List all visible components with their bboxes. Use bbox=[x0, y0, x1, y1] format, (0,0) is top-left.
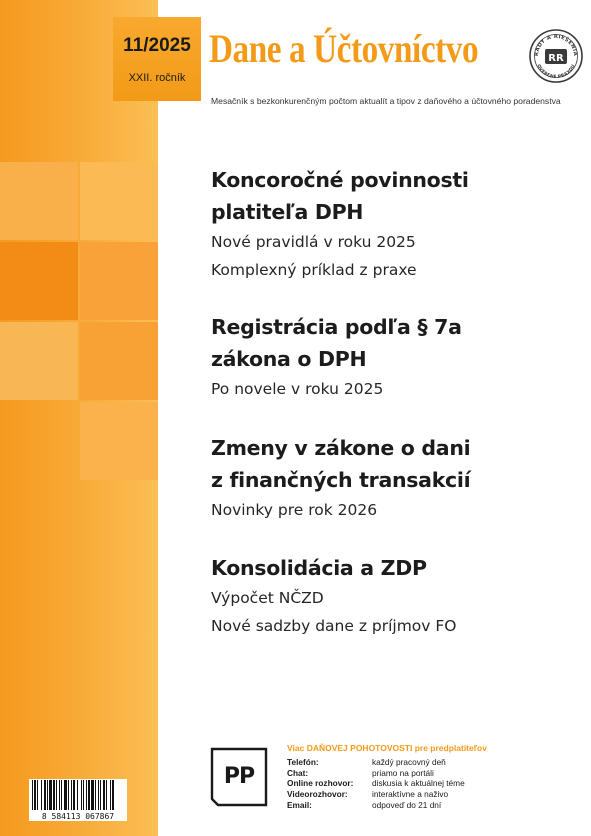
barcode-bar bbox=[53, 780, 55, 810]
barcode-bar bbox=[68, 780, 69, 810]
decor-tile bbox=[80, 162, 158, 240]
seal-monogram: RR bbox=[548, 53, 564, 64]
barcode-bar bbox=[37, 780, 38, 810]
quality-seal-icon: RADY A RIEŠENIA OVERENÉ PRAXOU RR bbox=[529, 29, 583, 83]
contact-value: interaktívne a naživo bbox=[372, 789, 449, 800]
barcode-bar bbox=[73, 780, 75, 810]
contact-value: priamo na portáli bbox=[372, 767, 434, 778]
barcode-bar bbox=[61, 780, 62, 810]
barcode-bar bbox=[59, 780, 60, 810]
contact-info: Viac DAŇOVEJ POHOTOVOSTI pre predplatite… bbox=[287, 743, 487, 811]
barcode-bar bbox=[56, 780, 57, 810]
article-subtitle: Nové pravidlá v roku 2025 bbox=[211, 233, 416, 251]
contact-row: Chat: priamo na portáli bbox=[287, 768, 487, 779]
contact-label: Chat: bbox=[287, 767, 309, 778]
article-title-line: Registrácia podľa § 7a bbox=[211, 315, 462, 339]
article-block: Registrácia podľa § 7a zákona o DPH Po n… bbox=[211, 311, 462, 403]
contact-label: Telefón: bbox=[287, 757, 319, 767]
magazine-title: Dane a Účtovníctvo bbox=[209, 26, 479, 71]
contact-label: Email: bbox=[287, 799, 312, 810]
barcode-bar bbox=[98, 780, 99, 810]
article-title-line: Konsolidácia a ZDP bbox=[211, 556, 427, 580]
contact-label: Online rozhovor: bbox=[287, 778, 354, 789]
barcode-bar bbox=[112, 780, 114, 810]
article-title-line: Koncoročné povinnosti bbox=[211, 168, 469, 192]
article-subtitle: Výpočet NČZD bbox=[211, 589, 324, 607]
decor-tile bbox=[0, 242, 78, 320]
article-title-line: z finančných transakcií bbox=[211, 468, 471, 492]
barcode-number: 8 584113 067867 bbox=[42, 812, 114, 821]
contact-row: Videorozhovor: interaktívne a naživo bbox=[287, 789, 487, 800]
barcode-bar bbox=[32, 780, 33, 810]
article-block: Zmeny v zákone o dani z finančných trans… bbox=[211, 432, 471, 524]
barcode-bar bbox=[81, 780, 82, 810]
article-subtitle: Novinky pre rok 2026 bbox=[211, 501, 378, 519]
barcode-bar bbox=[64, 780, 67, 810]
barcode-bar bbox=[95, 780, 96, 810]
barcode: 8 584113 067867 bbox=[29, 779, 127, 821]
contact-label: Videorozhovor: bbox=[287, 789, 348, 800]
decor-tile bbox=[80, 402, 158, 480]
article-title-line: zákona o DPH bbox=[211, 347, 367, 371]
article-block: Koncoročné povinnosti platiteľa DPH Nové… bbox=[211, 164, 469, 284]
volume-label: XXII. ročník bbox=[128, 72, 186, 84]
barcode-bar bbox=[86, 780, 87, 810]
decor-tile bbox=[0, 322, 78, 400]
contact-row: Online rozhovor: diskusia k aktuálnej té… bbox=[287, 778, 487, 789]
article-subtitle: Nové sadzby dane z príjmov FO bbox=[211, 617, 457, 635]
barcode-bar bbox=[71, 780, 72, 810]
barcode-bar bbox=[91, 780, 94, 810]
pp-logo-icon: PP bbox=[210, 747, 268, 807]
barcode-bar bbox=[77, 780, 78, 810]
barcode-bar bbox=[41, 780, 42, 810]
barcode-bar bbox=[47, 780, 48, 810]
pp-logo-text: PP bbox=[224, 764, 255, 789]
contact-heading: Viac DAŇOVEJ POHOTOVOSTI pre predplatite… bbox=[287, 743, 487, 753]
article-title-line: Zmeny v zákone o dani bbox=[211, 436, 471, 460]
contact-value: odpoveď do 21 dní bbox=[372, 799, 442, 810]
article-title-line: platiteľa DPH bbox=[211, 200, 364, 224]
contact-row: Email: odpoveď do 21 dní bbox=[287, 800, 487, 811]
magazine-subtitle: Mesačník s bezkonkurenčným počtom aktual… bbox=[211, 96, 561, 106]
contact-value: každý pracovný deň bbox=[372, 757, 446, 767]
barcode-bar bbox=[88, 780, 90, 810]
article-subtitle: Komplexný príklad z praxe bbox=[211, 261, 417, 279]
decor-tile bbox=[80, 322, 158, 400]
issue-number: 11/2025 bbox=[123, 35, 191, 56]
decor-tile bbox=[0, 162, 78, 240]
barcode-bar bbox=[106, 780, 107, 810]
barcode-bar bbox=[83, 780, 84, 810]
contact-value: diskusia k aktuálnej téme bbox=[372, 778, 465, 789]
article-block: Konsolidácia a ZDP Výpočet NČZD Nové sad… bbox=[211, 552, 457, 640]
issue-box: 11/2025 XXII. ročník bbox=[113, 17, 201, 101]
barcode-bar bbox=[110, 780, 111, 810]
decor-tile bbox=[80, 242, 158, 320]
barcode-bar bbox=[49, 780, 52, 810]
contact-row: Telefón: každý pracovný deň bbox=[287, 757, 487, 768]
barcode-bar bbox=[44, 780, 46, 810]
barcode-bar bbox=[103, 780, 105, 810]
barcode-bar bbox=[34, 780, 36, 810]
article-subtitle: Po novele v roku 2025 bbox=[211, 380, 384, 398]
barcode-bar bbox=[100, 780, 101, 810]
